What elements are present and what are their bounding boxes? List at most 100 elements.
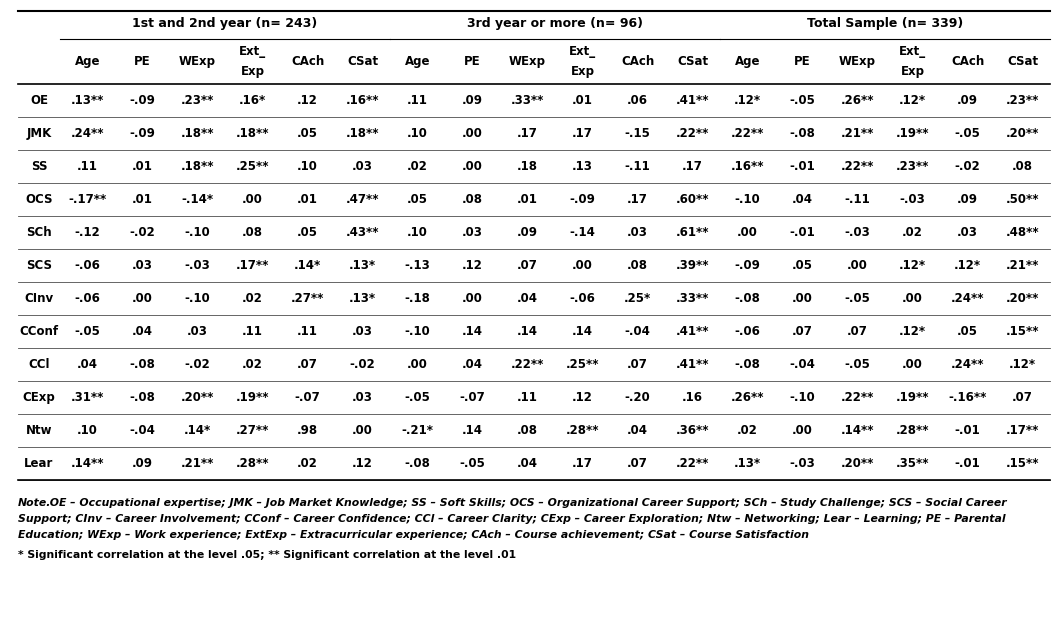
Text: .12*: .12* <box>899 325 926 338</box>
Text: -.16**: -.16** <box>948 391 986 404</box>
Text: .21**: .21** <box>841 127 874 140</box>
Text: -.01: -.01 <box>955 457 980 470</box>
Text: .14: .14 <box>462 424 483 437</box>
Text: -.01: -.01 <box>790 226 815 239</box>
Text: -.05: -.05 <box>405 391 431 404</box>
Text: Support; CInv – Career Involvement; CConf – Career Confidence; CCl – Career Clar: Support; CInv – Career Involvement; CCon… <box>18 514 1006 524</box>
Text: -.02: -.02 <box>350 358 375 371</box>
Text: .07: .07 <box>627 457 648 470</box>
Text: -.06: -.06 <box>570 292 595 305</box>
Text: -.03: -.03 <box>790 457 815 470</box>
Text: -.03: -.03 <box>899 193 926 206</box>
Text: .01: .01 <box>132 160 153 173</box>
Text: .07: .07 <box>792 325 813 338</box>
Text: .22**: .22** <box>676 457 709 470</box>
Text: .01: .01 <box>572 94 593 107</box>
Text: .98: .98 <box>297 424 318 437</box>
Text: .00: .00 <box>792 424 813 437</box>
Text: .02: .02 <box>902 226 923 239</box>
Text: -.14*: -.14* <box>182 193 214 206</box>
Text: .28**: .28** <box>236 457 269 470</box>
Text: .33**: .33** <box>511 94 544 107</box>
Text: .12: .12 <box>352 457 373 470</box>
Text: .25**: .25** <box>236 160 269 173</box>
Text: .28**: .28** <box>896 424 929 437</box>
Text: .21**: .21** <box>1006 259 1040 272</box>
Text: Exp: Exp <box>240 65 265 78</box>
Text: -.03: -.03 <box>845 226 871 239</box>
Text: .12*: .12* <box>733 94 761 107</box>
Text: .04: .04 <box>517 457 538 470</box>
Text: .10: .10 <box>297 160 318 173</box>
Text: .07: .07 <box>1012 391 1033 404</box>
Text: .10: .10 <box>77 424 98 437</box>
Text: .02: .02 <box>297 457 318 470</box>
Text: .02: .02 <box>242 292 263 305</box>
Text: CAch: CAch <box>291 55 324 68</box>
Text: .12*: .12* <box>899 259 926 272</box>
Text: .43**: .43** <box>345 226 379 239</box>
Text: .24**: .24** <box>950 292 984 305</box>
Text: .35**: .35** <box>896 457 929 470</box>
Text: .13*: .13* <box>349 259 376 272</box>
Text: .09: .09 <box>957 193 978 206</box>
Text: .00: .00 <box>407 358 428 371</box>
Text: .12*: .12* <box>954 259 981 272</box>
Text: .08: .08 <box>462 193 483 206</box>
Text: .03: .03 <box>627 226 648 239</box>
Text: .05: .05 <box>297 226 318 239</box>
Text: .22**: .22** <box>511 358 544 371</box>
Text: -.14: -.14 <box>570 226 595 239</box>
Text: .13: .13 <box>572 160 593 173</box>
Text: -.09: -.09 <box>130 94 155 107</box>
Text: -.10: -.10 <box>405 325 431 338</box>
Text: .00: .00 <box>462 160 483 173</box>
Text: -.08: -.08 <box>130 358 155 371</box>
Text: WExp: WExp <box>179 55 216 68</box>
Text: .39**: .39** <box>676 259 709 272</box>
Text: .04: .04 <box>462 358 483 371</box>
Text: .11: .11 <box>77 160 98 173</box>
Text: -.08: -.08 <box>790 127 815 140</box>
Text: .50**: .50** <box>1006 193 1040 206</box>
Text: CCl: CCl <box>29 358 50 371</box>
Text: Age: Age <box>74 55 100 68</box>
Text: Age: Age <box>735 55 760 68</box>
Text: -.07: -.07 <box>294 391 320 404</box>
Text: -.13: -.13 <box>405 259 431 272</box>
Text: Ext_: Ext_ <box>569 45 596 58</box>
Text: .08: .08 <box>627 259 648 272</box>
Text: SCS: SCS <box>26 259 52 272</box>
Text: -.12: -.12 <box>74 226 100 239</box>
Text: .00: .00 <box>847 259 867 272</box>
Text: .05: .05 <box>792 259 813 272</box>
Text: .02: .02 <box>737 424 758 437</box>
Text: .03: .03 <box>132 259 153 272</box>
Text: OE – Occupational expertise; JMK – Job Market Knowledge; SS – Soft Skills; OCS –: OE – Occupational expertise; JMK – Job M… <box>46 498 1007 508</box>
Text: 3rd year or more (n= 96): 3rd year or more (n= 96) <box>467 17 643 30</box>
Text: PE: PE <box>794 55 811 68</box>
Text: .17: .17 <box>572 127 593 140</box>
Text: Ext_: Ext_ <box>899 45 926 58</box>
Text: -.05: -.05 <box>845 358 871 371</box>
Text: .04: .04 <box>627 424 648 437</box>
Text: .17: .17 <box>627 193 648 206</box>
Text: .22**: .22** <box>676 127 709 140</box>
Text: .01: .01 <box>132 193 153 206</box>
Text: -.08: -.08 <box>735 292 760 305</box>
Text: .22**: .22** <box>731 127 764 140</box>
Text: .36**: .36** <box>676 424 709 437</box>
Text: .25**: .25** <box>566 358 600 371</box>
Text: CSat: CSat <box>347 55 378 68</box>
Text: .12*: .12* <box>899 94 926 107</box>
Text: .17**: .17** <box>1006 424 1040 437</box>
Text: -.06: -.06 <box>74 292 100 305</box>
Text: .16**: .16** <box>345 94 379 107</box>
Text: .33**: .33** <box>676 292 709 305</box>
Text: Age: Age <box>405 55 431 68</box>
Text: .41**: .41** <box>676 94 709 107</box>
Text: .23**: .23** <box>1006 94 1040 107</box>
Text: -.06: -.06 <box>735 325 760 338</box>
Text: Ext_: Ext_ <box>239 45 266 58</box>
Text: .48**: .48** <box>1006 226 1040 239</box>
